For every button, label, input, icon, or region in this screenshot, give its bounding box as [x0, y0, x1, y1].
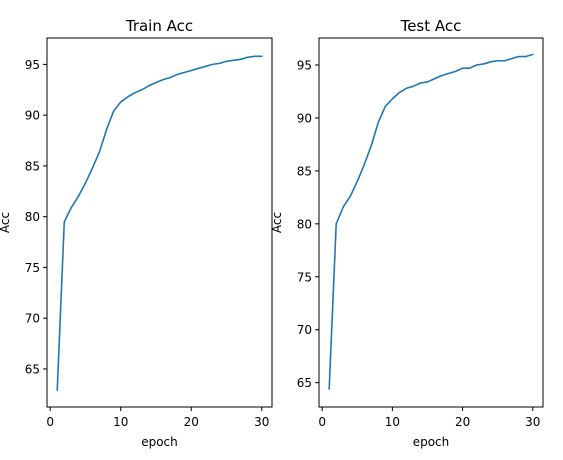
train-acc-y-tick-label: 90	[25, 109, 40, 123]
train-acc-y-tick-label: 80	[25, 210, 40, 224]
train-acc-y-tick-label: 70	[25, 312, 40, 326]
train-acc-x-tick-label: 10	[113, 415, 128, 429]
test-acc-y-tick-label: 65	[297, 376, 312, 390]
test-acc-chart-title: Test Acc	[400, 17, 462, 35]
test-acc-x-tick-label: 10	[385, 415, 400, 429]
test-acc-series-line-0	[328, 53, 534, 390]
test-acc-y-tick-label: 80	[297, 217, 312, 231]
train-acc-y-tick-label: 85	[25, 159, 40, 173]
test-acc-y-tick-label: 90	[297, 111, 312, 125]
test-acc-x-axis-label: epoch	[413, 435, 450, 449]
test-acc-x-tick-label: 20	[455, 415, 470, 429]
test-acc-x-tick-label: 0	[318, 415, 326, 429]
train-acc-series-line-0	[56, 55, 263, 392]
test-acc-y-tick-label: 70	[297, 323, 312, 337]
train-acc-x-tick-label: 20	[184, 415, 199, 429]
test-acc-panel: 0 10 20 30 65 70 75 80 85 90 95 Test Acc epoch Acc	[270, 17, 544, 449]
test-acc-y-tick-label: 85	[297, 164, 312, 178]
train-acc-x-tick-label: 0	[46, 415, 54, 429]
train-acc-x-tick-label: 30	[254, 415, 269, 429]
train-acc-y-tick-label: 65	[25, 362, 40, 376]
test-acc-y-tick-label: 75	[297, 270, 312, 284]
train-acc-y-axis-label: Acc	[0, 212, 12, 233]
test-acc-y-tick-label: 95	[297, 59, 312, 73]
train-acc-y-tick-label: 95	[25, 58, 40, 72]
train-acc-chart-title: Train Acc	[125, 17, 193, 35]
train-acc-x-axis-label: epoch	[141, 435, 178, 449]
train-acc-axes-frame	[46, 37, 273, 408]
test-acc-x-tick-label: 30	[525, 415, 540, 429]
train-acc-panel: 0 10 20 30 65 70 75 80 85 90 95 Train Acc epoch Acc	[0, 17, 273, 449]
test-acc-axes-frame	[318, 37, 544, 408]
test-acc-y-axis-label: Acc	[270, 212, 284, 233]
train-acc-y-tick-label: 75	[25, 261, 40, 275]
